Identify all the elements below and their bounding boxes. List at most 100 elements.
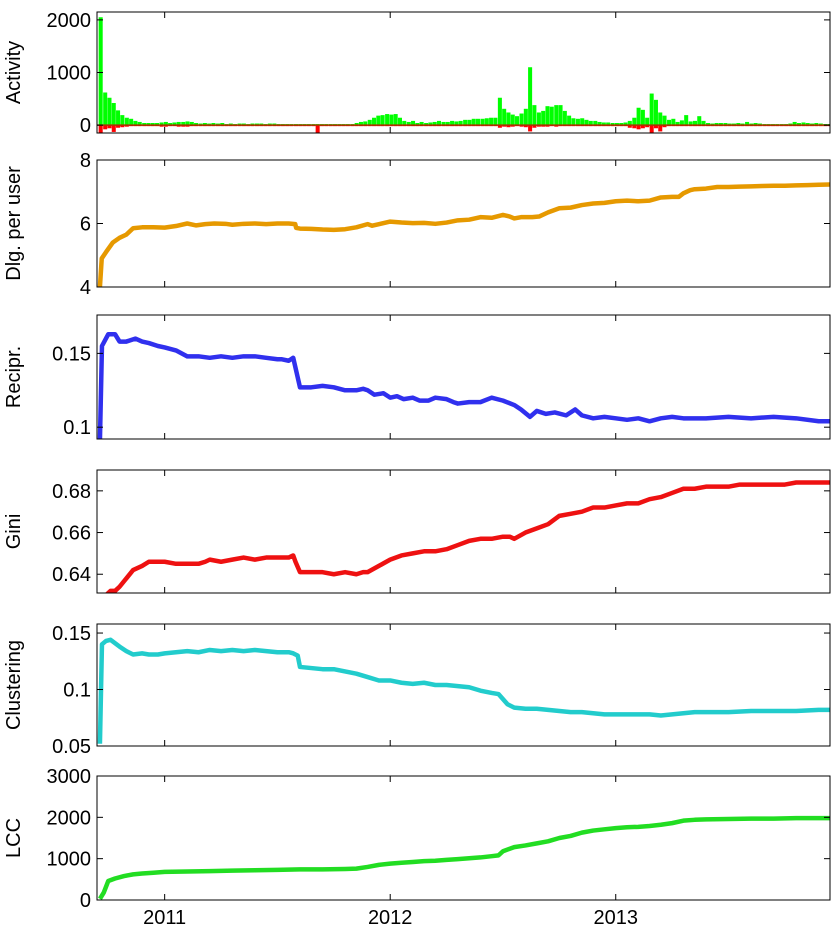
reciprocity-series-line bbox=[97, 331, 830, 439]
activity-bar-positive bbox=[701, 120, 706, 126]
activity-bar-positive bbox=[372, 117, 377, 126]
activity-bar-negative bbox=[658, 125, 663, 132]
activity-bar-positive bbox=[116, 110, 121, 126]
activity-bar-negative bbox=[502, 125, 507, 127]
activity-bar-negative bbox=[649, 125, 654, 133]
chart-panels: 0 1000 2000 Activity 4 6 8 Dlg. per user 0.1 0.15… bbox=[3, 10, 831, 929]
lcc-plot-area bbox=[98, 815, 830, 900]
activity-bar-negative bbox=[528, 125, 533, 132]
gini-ytick-label: 0.68 bbox=[52, 481, 91, 503]
lcc-ytick-label: 3000 bbox=[47, 766, 92, 788]
activity-ytick-label: 1000 bbox=[47, 63, 92, 85]
dialogues-plot-area bbox=[97, 182, 830, 287]
activity-bar-negative bbox=[107, 125, 112, 129]
activity-axes-frame bbox=[96, 11, 831, 134]
activity-bar-negative bbox=[116, 125, 121, 128]
clustering-ytick-label: 0.1 bbox=[63, 680, 91, 702]
activity-bar-positive bbox=[684, 115, 689, 126]
activity-bar-positive bbox=[445, 121, 450, 126]
activity-bar-positive bbox=[788, 123, 793, 126]
activity-bar-positive bbox=[198, 123, 203, 126]
activity-bar-positive bbox=[432, 121, 437, 126]
activity-bar-positive bbox=[267, 123, 272, 126]
activity-bar-negative bbox=[98, 125, 103, 133]
activity-bar-positive bbox=[541, 110, 546, 126]
activity-bar-positive bbox=[528, 67, 533, 126]
activity-bar-positive bbox=[458, 120, 463, 126]
reciprocity-ytick-label: 0.1 bbox=[63, 417, 91, 439]
activity-bar-negative bbox=[536, 125, 541, 127]
activity-bar-positive bbox=[610, 123, 615, 126]
activity-bar-positive bbox=[523, 108, 528, 126]
activity-bar-positive bbox=[801, 122, 806, 126]
activity-bar-negative bbox=[124, 125, 129, 127]
activity-bar-positive bbox=[254, 123, 259, 126]
activity-bar-positive bbox=[393, 114, 398, 126]
activity-bar-positive bbox=[614, 123, 619, 126]
activity-bar-positive bbox=[575, 118, 580, 126]
activity-bar-positive bbox=[667, 119, 672, 126]
activity-bar-negative bbox=[497, 125, 502, 128]
activity-bar-positive bbox=[250, 123, 255, 126]
gini-panel: 0.64 0.66 0.68 Gini bbox=[3, 469, 831, 594]
activity-bar-positive bbox=[463, 119, 468, 126]
activity-bar-positive bbox=[688, 121, 693, 126]
dialogues-ytick-label: 4 bbox=[80, 277, 91, 299]
activity-ytick-label: 0 bbox=[80, 115, 91, 137]
activity-bar-positive bbox=[814, 123, 819, 126]
activity-bar-positive bbox=[272, 123, 277, 126]
reciprocity-plot-area bbox=[97, 331, 830, 439]
activity-bar-positive bbox=[536, 112, 541, 126]
activity-bar-positive bbox=[176, 121, 181, 126]
activity-bar-positive bbox=[580, 118, 585, 126]
activity-bar-positive bbox=[211, 123, 216, 126]
dialogues-series-line bbox=[97, 182, 830, 287]
activity-bar-negative bbox=[111, 125, 116, 132]
activity-bar-positive bbox=[597, 121, 602, 126]
activity-bar-negative bbox=[532, 125, 537, 128]
activity-bar-positive bbox=[723, 123, 728, 126]
activity-bar-negative bbox=[645, 125, 650, 128]
activity-bar-positive bbox=[428, 122, 433, 126]
activity-bar-positive bbox=[411, 120, 416, 126]
activity-bar-positive bbox=[749, 123, 754, 126]
activity-bar-positive bbox=[584, 119, 589, 126]
activity-bar-positive bbox=[480, 118, 485, 126]
lcc-ytick-label: 2000 bbox=[47, 807, 92, 829]
activity-bar-positive bbox=[215, 123, 220, 126]
activity-bar-negative bbox=[506, 125, 511, 128]
activity-bar-positive bbox=[259, 123, 264, 126]
activity-bar-negative bbox=[653, 125, 658, 129]
clustering-panel: 0.05 0.1 0.15 Clustering bbox=[3, 623, 831, 758]
activity-bar-positive bbox=[662, 115, 667, 126]
activity-bar-negative bbox=[519, 125, 524, 127]
activity-bar-negative bbox=[636, 125, 641, 130]
xtick-label: 2012 bbox=[368, 907, 413, 929]
activity-bar-positive bbox=[385, 114, 390, 126]
activity-bar-positive bbox=[150, 123, 155, 126]
lcc-panel: 0 1000 2000 3000 LCC 2011 2012 2013 bbox=[3, 766, 831, 929]
activity-bar-positive bbox=[142, 123, 147, 126]
clustering-series-line bbox=[97, 637, 830, 744]
activity-bar-positive bbox=[129, 118, 134, 126]
activity-bar-positive bbox=[649, 93, 654, 126]
gini-ylabel: Gini bbox=[3, 514, 25, 550]
activity-bar-positive bbox=[185, 121, 190, 126]
activity-bar-positive bbox=[567, 115, 572, 126]
activity-bar-positive bbox=[389, 114, 394, 126]
activity-bar-positive bbox=[731, 123, 737, 126]
activity-bar-negative bbox=[159, 125, 164, 127]
activity-bar-positive bbox=[718, 123, 723, 126]
activity-bar-positive bbox=[675, 121, 680, 126]
activity-bar-positive bbox=[163, 121, 168, 126]
activity-bar-positive bbox=[805, 123, 810, 126]
activity-bar-positive bbox=[627, 120, 632, 126]
dialogues-ytick-label: 6 bbox=[80, 214, 91, 236]
activity-bar-positive bbox=[172, 122, 177, 126]
activity-bar-positive bbox=[532, 105, 537, 126]
activity-bar-positive bbox=[168, 123, 173, 126]
activity-bar-negative bbox=[163, 125, 168, 127]
activity-bar-positive bbox=[792, 121, 797, 126]
activity-bar-positive bbox=[710, 123, 715, 126]
